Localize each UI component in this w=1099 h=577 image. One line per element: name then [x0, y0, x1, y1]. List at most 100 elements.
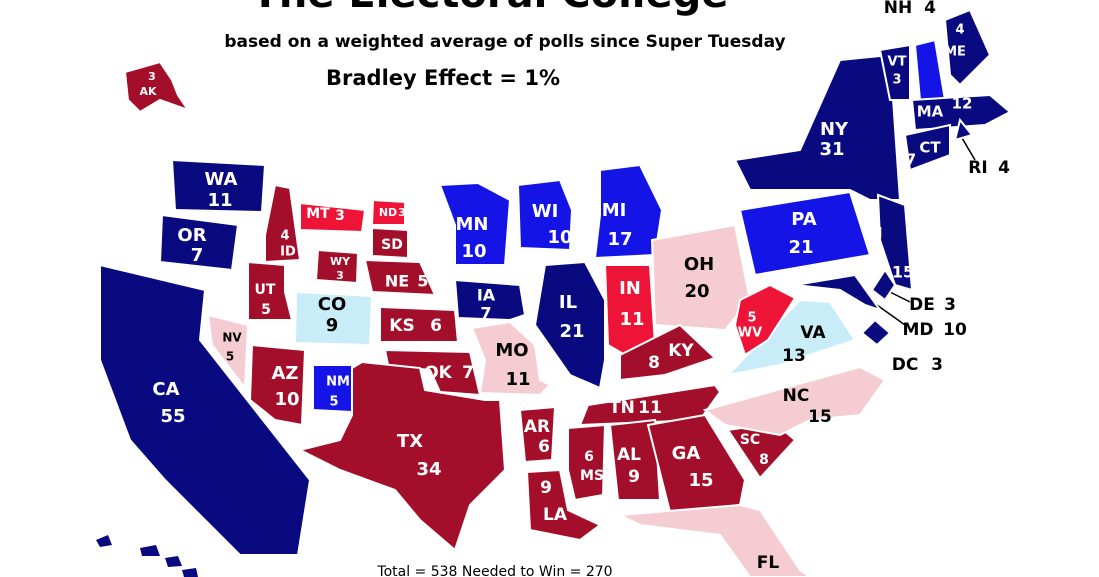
state-votes: 7	[191, 245, 204, 266]
state-votes: 10	[274, 389, 299, 410]
state-votes: 7	[462, 363, 474, 383]
state-abbr: TX	[397, 431, 423, 452]
state-votes: 15	[688, 470, 713, 491]
state-abbr: KY	[668, 341, 694, 361]
state-abbr: SD	[381, 237, 403, 253]
state-abbr: NE	[385, 272, 409, 291]
state-votes: 55	[160, 406, 185, 427]
state-shape	[293, 290, 374, 347]
state-votes: 5	[747, 311, 756, 326]
state-votes: 20	[684, 281, 709, 302]
state-shape	[903, 123, 951, 172]
state-shape	[453, 278, 527, 322]
state-abbr: KS	[389, 316, 414, 336]
state-abbr: VT	[888, 55, 907, 70]
state-votes: 9	[628, 467, 640, 487]
state-shape	[247, 260, 294, 321]
state-shape	[470, 320, 552, 397]
state-votes: 10	[461, 241, 486, 262]
state-abbr: MT	[306, 206, 330, 222]
state-shape	[650, 223, 752, 332]
state-votes: 4	[998, 158, 1010, 178]
state-votes: 10	[943, 320, 967, 340]
state-shape	[870, 268, 897, 302]
state-shape	[702, 365, 887, 437]
footer: Total = 538 Needed to Win = 270	[376, 564, 612, 577]
state-shape	[371, 226, 409, 260]
state-shape	[578, 383, 722, 427]
state-abbr: VA	[800, 323, 826, 343]
state-abbr: GA	[672, 443, 701, 464]
state-votes: 3	[944, 295, 956, 315]
state-votes: 15	[808, 407, 832, 427]
state-shape	[567, 423, 607, 502]
state-shape	[733, 283, 797, 357]
state-abbr: NY	[820, 119, 849, 140]
state-votes: 9	[326, 315, 339, 336]
state-votes: 12	[952, 95, 973, 113]
state-shape	[516, 178, 574, 252]
state-votes: 3	[336, 269, 344, 282]
state-votes: 9	[540, 478, 552, 498]
state-abbr: AZ	[272, 363, 299, 384]
state-abbr: LA	[543, 505, 568, 525]
state-abbr: WA	[205, 169, 238, 190]
state-shape	[123, 60, 191, 114]
state-abbr: NJ	[863, 224, 882, 243]
state-votes: 3	[408, 237, 418, 253]
state-shape	[248, 343, 307, 427]
subtitle: based on a weighted average of polls sin…	[224, 32, 785, 52]
state-shape	[733, 53, 902, 201]
state-votes: 8	[759, 452, 769, 468]
state-abbr: NV	[222, 331, 242, 345]
state-abbr: WY	[330, 255, 351, 268]
state-abbr: ID	[280, 245, 296, 260]
state-votes: 13	[782, 346, 806, 366]
state-abbr: CO	[318, 294, 347, 315]
state-votes: 17	[607, 229, 632, 250]
state-votes: 10	[547, 227, 572, 248]
state-abbr: MS	[580, 468, 604, 484]
state-abbr: MO	[495, 340, 528, 361]
state-abbr: CT	[919, 139, 941, 157]
state-votes: 5	[329, 395, 338, 410]
state-votes: 3	[931, 355, 943, 375]
state-votes: 34	[416, 459, 441, 480]
state-votes: 5	[261, 302, 271, 318]
state-votes: 21	[559, 321, 584, 342]
state-abbr: IN	[619, 278, 641, 299]
bradley-effect: Bradley Effect = 1%	[326, 66, 560, 90]
state-votes: 5	[226, 350, 234, 364]
state-abbr: NM	[326, 375, 350, 390]
state-shape	[619, 323, 717, 382]
state-abbr: MD	[902, 320, 933, 340]
state-abbr: UT	[255, 282, 276, 298]
state-votes: 21	[788, 237, 813, 258]
state-shape	[363, 258, 437, 297]
state-shape	[953, 117, 974, 142]
state-shape	[297, 360, 507, 552]
state-abbr: PA	[791, 209, 817, 230]
state-abbr: OR	[177, 225, 206, 246]
state-shape	[876, 193, 914, 292]
state-abbr: SC	[740, 432, 760, 448]
state-votes: 11	[619, 309, 644, 330]
state-abbr: NC	[783, 386, 810, 406]
state-shape	[725, 298, 857, 377]
state-shape	[206, 313, 250, 391]
state-shape	[379, 305, 460, 343]
state-votes: 4	[924, 0, 936, 18]
state-abbr: CA	[152, 379, 179, 400]
state-abbr: DC	[892, 355, 919, 375]
title: The Electoral College	[252, 0, 729, 17]
state-votes: 15	[892, 263, 914, 282]
state-shape	[370, 198, 406, 226]
state-votes: 3	[335, 208, 345, 224]
state-shape	[860, 318, 892, 347]
state-abbr: TN	[609, 398, 635, 418]
state-shape	[299, 201, 367, 234]
state-shape	[878, 43, 911, 101]
state-votes: 11	[207, 190, 232, 211]
state-abbr: MN	[456, 214, 489, 235]
